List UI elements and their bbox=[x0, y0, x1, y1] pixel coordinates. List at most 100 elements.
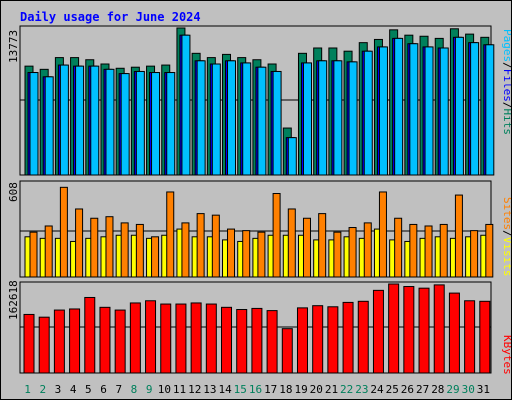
x-axis-label: 22 bbox=[340, 383, 353, 396]
kbytes-bar bbox=[84, 296, 96, 374]
x-axis-label: 24 bbox=[370, 383, 384, 396]
pages-bar bbox=[272, 70, 282, 176]
x-axis-label: 9 bbox=[146, 383, 153, 396]
pages-bar bbox=[318, 60, 328, 176]
kbytes-bar bbox=[479, 300, 491, 374]
sites-bar bbox=[394, 217, 403, 278]
kbytes-bar bbox=[175, 303, 187, 374]
sites-bar bbox=[257, 231, 266, 278]
x-axis-label: 16 bbox=[249, 383, 262, 396]
pages-bar bbox=[120, 73, 130, 176]
pages-bar bbox=[181, 34, 191, 176]
pages-bar bbox=[135, 70, 145, 176]
pages-bar bbox=[333, 60, 343, 176]
x-axis-label: 8 bbox=[131, 383, 138, 396]
x-axis-label: 11 bbox=[173, 383, 186, 396]
x-axis-label: 20 bbox=[310, 383, 323, 396]
kbytes-bar bbox=[69, 308, 81, 374]
sites-bar bbox=[166, 191, 175, 278]
x-axis-label: 30 bbox=[462, 383, 475, 396]
sites-bar bbox=[363, 222, 372, 278]
kbytes-bar bbox=[23, 313, 35, 374]
pages-bar bbox=[439, 47, 449, 176]
kbytes-bar bbox=[251, 307, 263, 374]
x-axis-label: 4 bbox=[70, 383, 77, 396]
x-axis-label: 27 bbox=[416, 383, 429, 396]
x-axis-label: 3 bbox=[55, 383, 62, 396]
sites-bar bbox=[287, 208, 296, 278]
kbytes-bar bbox=[327, 306, 339, 374]
x-axis-label: 1 bbox=[24, 383, 31, 396]
x-axis-label: 21 bbox=[325, 383, 338, 396]
pages-bar bbox=[151, 72, 161, 176]
x-axis-label: 19 bbox=[294, 383, 307, 396]
pages-bar bbox=[454, 36, 464, 176]
kbytes-bar bbox=[433, 284, 445, 374]
kbytes-bar bbox=[190, 302, 202, 374]
sites-bar bbox=[485, 223, 494, 278]
x-axis-label: 31 bbox=[477, 383, 490, 396]
sites-bar bbox=[211, 214, 220, 278]
sites-bar bbox=[409, 223, 418, 278]
pages-bar bbox=[470, 42, 480, 176]
pages-bar bbox=[242, 62, 252, 176]
panel-1-ymax-label: 13773 bbox=[7, 30, 20, 63]
sites-bar bbox=[59, 186, 68, 278]
kbytes-bar bbox=[145, 300, 157, 374]
kbytes-bar bbox=[205, 303, 217, 374]
kbytes-bar bbox=[296, 307, 308, 374]
kbytes-bar bbox=[129, 302, 141, 374]
sites-bar bbox=[120, 222, 129, 278]
chart-title: Daily usage for June 2024 bbox=[20, 10, 201, 24]
x-axis-label: 12 bbox=[188, 383, 201, 396]
sites-bar bbox=[333, 231, 342, 278]
sites-bar bbox=[29, 231, 38, 278]
sites-bar bbox=[90, 217, 99, 278]
sites-bar bbox=[348, 227, 357, 278]
x-axis-label: 15 bbox=[234, 383, 247, 396]
x-axis-label: 29 bbox=[446, 383, 459, 396]
pages-bar bbox=[348, 61, 358, 176]
kbytes-bar bbox=[403, 286, 415, 374]
x-axis-label: 18 bbox=[279, 383, 292, 396]
panel-3-ymax-label: 162618 bbox=[7, 280, 20, 320]
pages-bar bbox=[302, 62, 312, 176]
pages-bar bbox=[227, 60, 237, 176]
sites-bar bbox=[242, 230, 251, 278]
sites-bar bbox=[227, 228, 236, 278]
x-axis-label: 25 bbox=[386, 383, 399, 396]
x-axis-label: 17 bbox=[264, 383, 277, 396]
pages-bar bbox=[363, 50, 373, 176]
sites-bar bbox=[424, 225, 433, 278]
kbytes-bar bbox=[38, 316, 50, 374]
pages-bar bbox=[287, 137, 297, 176]
x-axis-label: 13 bbox=[203, 383, 216, 396]
sites-bar bbox=[318, 213, 327, 278]
kbytes-bar bbox=[388, 283, 400, 374]
kbytes-bar bbox=[312, 305, 324, 374]
sites-bar bbox=[272, 193, 281, 278]
sites-bar bbox=[181, 222, 190, 278]
pages-bar bbox=[44, 76, 54, 176]
legend-hits-files-pages: Pages/Files/Hits bbox=[501, 29, 511, 135]
x-axis-label: 2 bbox=[39, 383, 46, 396]
sites-bar bbox=[75, 208, 84, 278]
x-axis-label: 26 bbox=[401, 383, 414, 396]
kbytes-bar bbox=[53, 309, 65, 374]
kbytes-bar bbox=[357, 300, 369, 374]
kbytes-bar bbox=[160, 303, 172, 374]
pages-bar bbox=[409, 43, 419, 176]
kbytes-bar bbox=[464, 300, 476, 374]
pages-bar bbox=[378, 46, 388, 176]
kbytes-bar bbox=[266, 310, 278, 374]
sites-bar bbox=[378, 191, 387, 278]
panel-2-ymax-label: 608 bbox=[7, 182, 20, 202]
pages-bar bbox=[29, 72, 39, 176]
kbytes-bar bbox=[372, 289, 384, 374]
x-axis-label: 14 bbox=[218, 383, 232, 396]
x-axis-label: 10 bbox=[158, 383, 171, 396]
kbytes-bar bbox=[99, 306, 111, 374]
sites-bar bbox=[44, 225, 53, 278]
kbytes-bar bbox=[236, 309, 248, 374]
